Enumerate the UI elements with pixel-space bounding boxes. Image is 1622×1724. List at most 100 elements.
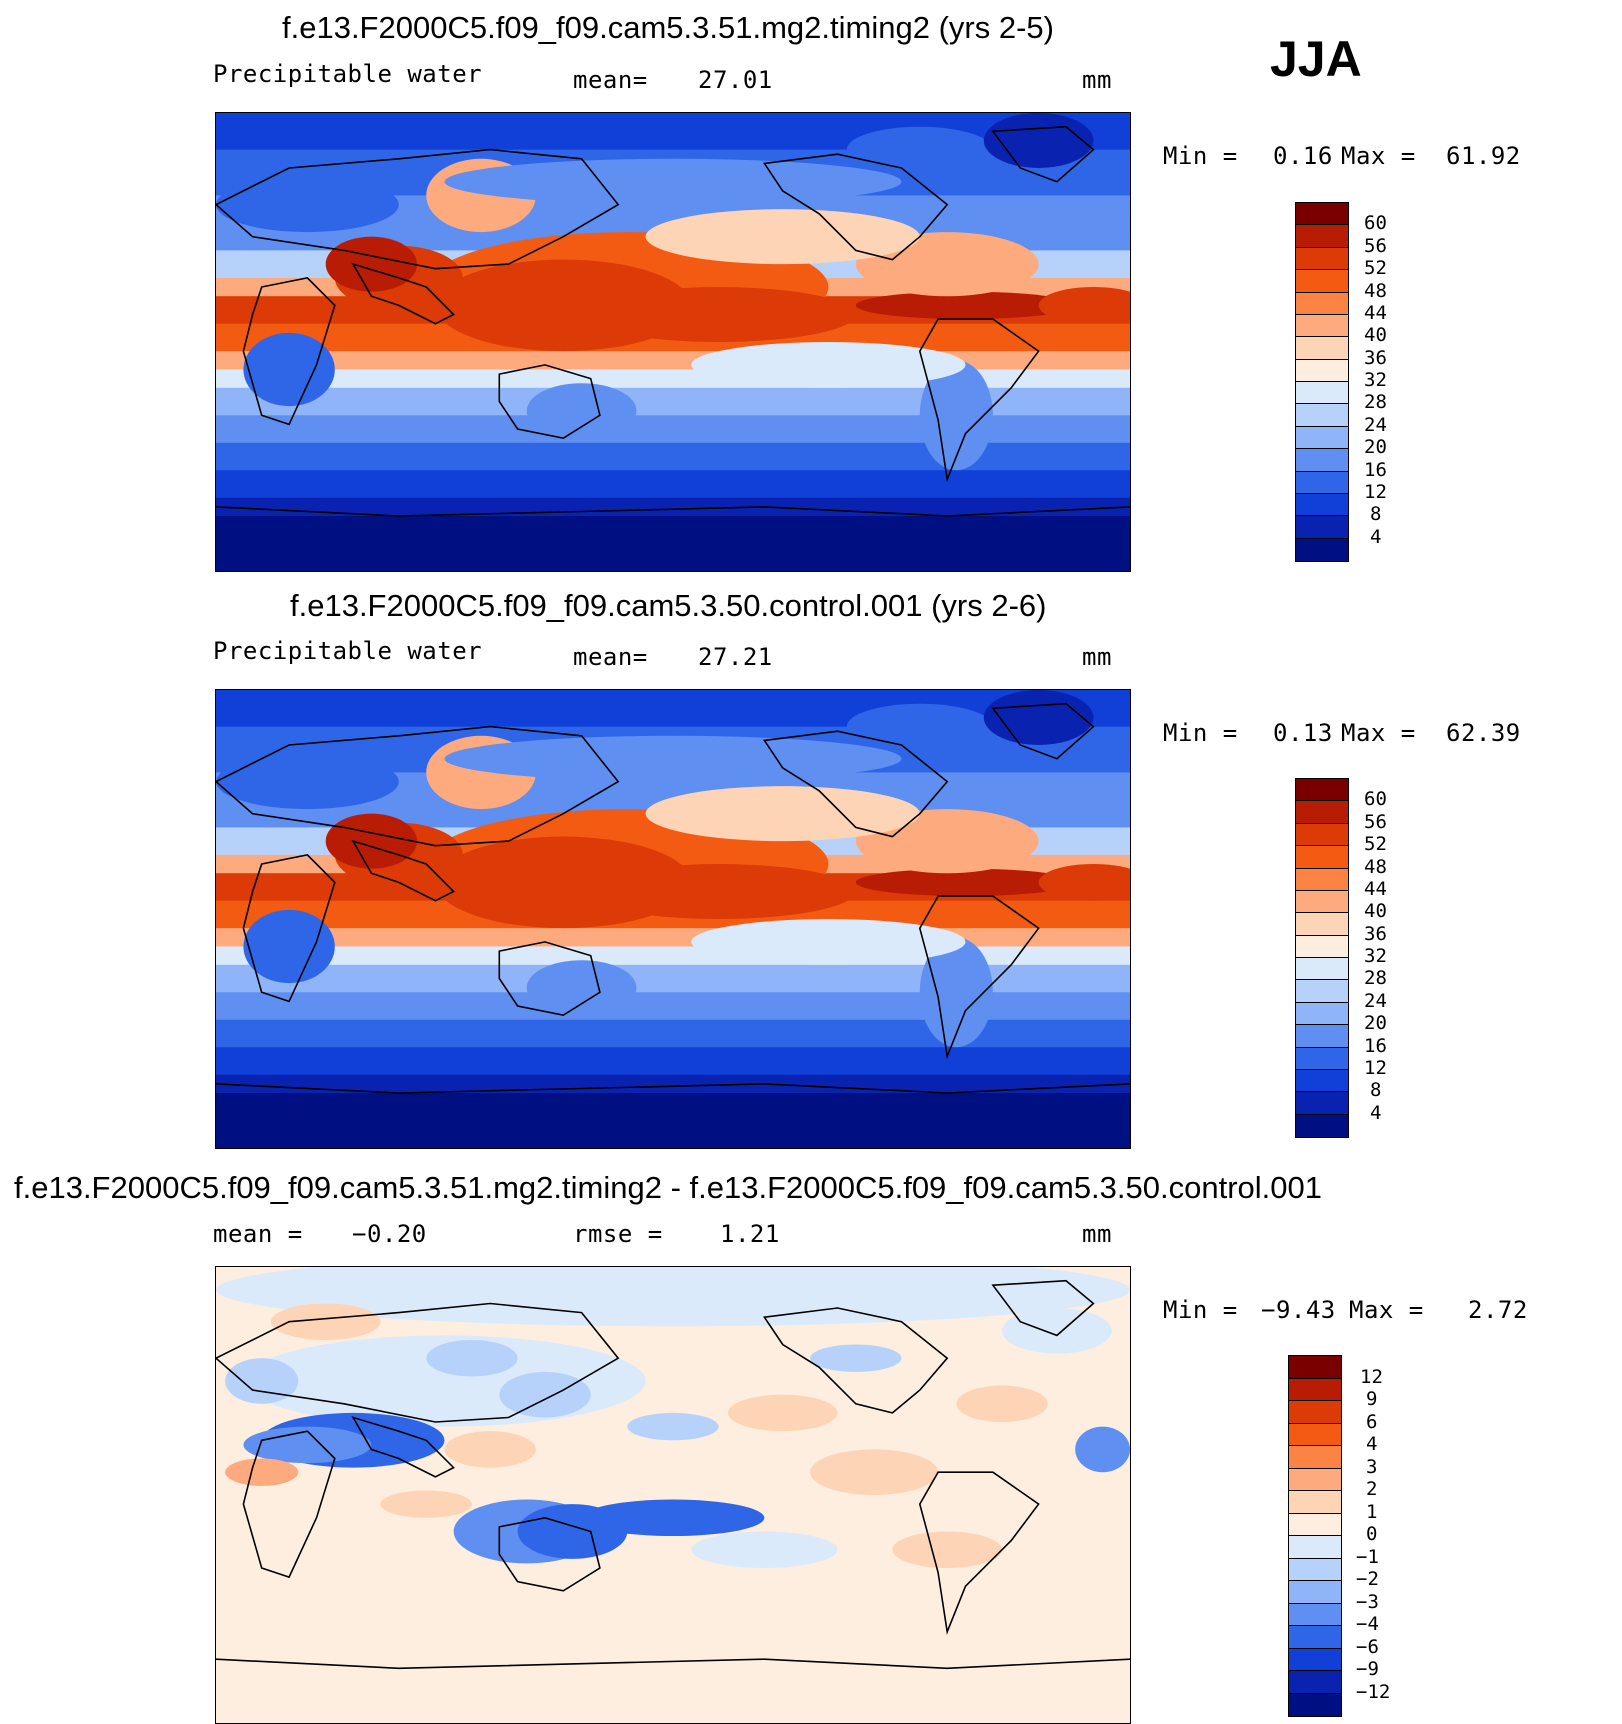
- colorbar-segment: [1296, 449, 1348, 472]
- panel3-mean-label: mean =: [213, 1220, 303, 1248]
- colorbar-tick-label: 16: [1364, 458, 1387, 481]
- colorbar-segment: [1296, 1069, 1348, 1093]
- panel2-mean-value: 27.21: [698, 643, 773, 671]
- panel3-units: mm: [1082, 1220, 1112, 1248]
- colorbar-segment: [1296, 292, 1348, 315]
- colorbar-segment: [1296, 913, 1348, 936]
- colorbar-segment: [1296, 823, 1348, 847]
- panel1-colorbar: [1295, 202, 1349, 562]
- colorbar-tick-label: −2: [1356, 1568, 1379, 1590]
- coastline: [498, 941, 601, 1017]
- panel3-max-value: 2.72: [1468, 1296, 1528, 1324]
- water-region: [581, 287, 856, 342]
- colorbar-segment: [1289, 1558, 1341, 1581]
- coastline: [216, 725, 620, 847]
- panel1-mean-value: 27.01: [698, 66, 773, 94]
- panel3-max-label: Max =: [1349, 1296, 1424, 1324]
- colorbar-tick-label: 2: [1366, 1478, 1378, 1500]
- anomaly-region: [216, 1267, 1130, 1327]
- water-region: [645, 786, 920, 842]
- season-label: JJA: [1270, 31, 1362, 87]
- panel1-title: f.e13.F2000C5.f09_f09.cam5.3.51.mg2.timi…: [282, 10, 1054, 45]
- colorbar-segment: [1289, 1491, 1341, 1514]
- panel1-min-label: Min =: [1163, 142, 1238, 170]
- colorbar-segment: [1296, 493, 1348, 517]
- coastline: [918, 1471, 1040, 1635]
- colorbar-tick-label: 4: [1370, 525, 1382, 548]
- anomaly-region: [1075, 1426, 1130, 1473]
- coastline: [498, 1516, 601, 1592]
- colorbar-tick-label: 12: [1364, 1056, 1387, 1079]
- colorbar-tick-label: 1: [1366, 1500, 1378, 1523]
- panel2-max-label: Max =: [1341, 719, 1416, 747]
- colorbar-tick-label: 4: [1370, 1101, 1382, 1124]
- colorbar-segment: [1296, 337, 1348, 360]
- coastline: [498, 364, 601, 440]
- colorbar-segment: [1289, 1626, 1341, 1649]
- colorbar-tick-label: −9: [1356, 1658, 1379, 1680]
- colorbar-tick-label: 40: [1364, 324, 1387, 347]
- water-band: [216, 928, 1130, 948]
- anomaly-region: [517, 1504, 628, 1559]
- colorbar-segment: [1289, 1603, 1341, 1626]
- water-band: [216, 1019, 1130, 1049]
- colorbar-segment: [1296, 516, 1348, 539]
- water-region: [243, 332, 335, 407]
- coastline: [918, 895, 1040, 1060]
- colorbar-segment: [1296, 382, 1348, 405]
- panel1-min-value: 0.16: [1273, 142, 1333, 170]
- colorbar-tick-label: 52: [1364, 833, 1387, 856]
- coastline: [763, 730, 949, 838]
- water-region: [325, 813, 418, 869]
- water-region: [444, 158, 902, 205]
- colorbar-segment: [1296, 935, 1348, 958]
- water-region: [846, 126, 993, 173]
- colorbar-tick-label: 12: [1360, 1365, 1383, 1388]
- colorbar-tick-label: 20: [1364, 1012, 1387, 1035]
- colorbar-tick-label: 48: [1364, 279, 1387, 302]
- colorbar-tick-label: 32: [1364, 369, 1387, 391]
- colorbar-tick-label: 16: [1364, 1034, 1387, 1057]
- water-band: [216, 946, 1130, 966]
- water-band: [216, 1093, 1130, 1148]
- water-band: [216, 964, 1130, 994]
- coastline: [216, 506, 1130, 517]
- coastline: [351, 839, 455, 902]
- colorbar-segment: [1296, 426, 1348, 450]
- anomaly-region: [225, 1458, 299, 1486]
- colorbar-segment: [1296, 779, 1348, 802]
- anomaly-region: [444, 1431, 536, 1468]
- water-region: [855, 291, 1076, 320]
- water-region: [1038, 864, 1130, 901]
- panel1-max-label: Max =: [1341, 142, 1416, 170]
- water-region: [216, 754, 399, 810]
- colorbar-tick-label: 8: [1370, 503, 1382, 526]
- colorbar-segment: [1296, 846, 1348, 869]
- colorbar-segment: [1296, 538, 1348, 561]
- water-band: [216, 387, 1130, 417]
- water-region: [691, 919, 966, 965]
- water-band: [216, 442, 1130, 472]
- coastline: [991, 125, 1095, 183]
- colorbar-segment: [1289, 1671, 1341, 1694]
- water-band: [216, 470, 1130, 499]
- panel3-colorbar: [1288, 1355, 1342, 1717]
- panel1-map: [215, 112, 1131, 572]
- panel3-rmse-label: rmse =: [573, 1220, 663, 1248]
- panel3-mean-value: −0.20: [352, 1220, 427, 1248]
- panel1-max-value: 61.92: [1446, 142, 1521, 170]
- colorbar-tick-label: −3: [1356, 1590, 1379, 1613]
- panel3-rmse-value: 1.21: [720, 1220, 780, 1248]
- water-region: [919, 360, 993, 471]
- water-band: [216, 497, 1130, 518]
- colorbar-segment: [1296, 1025, 1348, 1048]
- colorbar-segment: [1296, 359, 1348, 382]
- panel2-map: [215, 689, 1131, 1149]
- colorbar-tick-label: −1: [1356, 1545, 1379, 1568]
- colorbar-tick-label: 60: [1364, 788, 1387, 811]
- colorbar-segment: [1289, 1446, 1341, 1469]
- coastline: [991, 1279, 1095, 1337]
- water-region: [846, 703, 993, 750]
- water-region: [526, 383, 637, 439]
- water-region: [691, 342, 966, 388]
